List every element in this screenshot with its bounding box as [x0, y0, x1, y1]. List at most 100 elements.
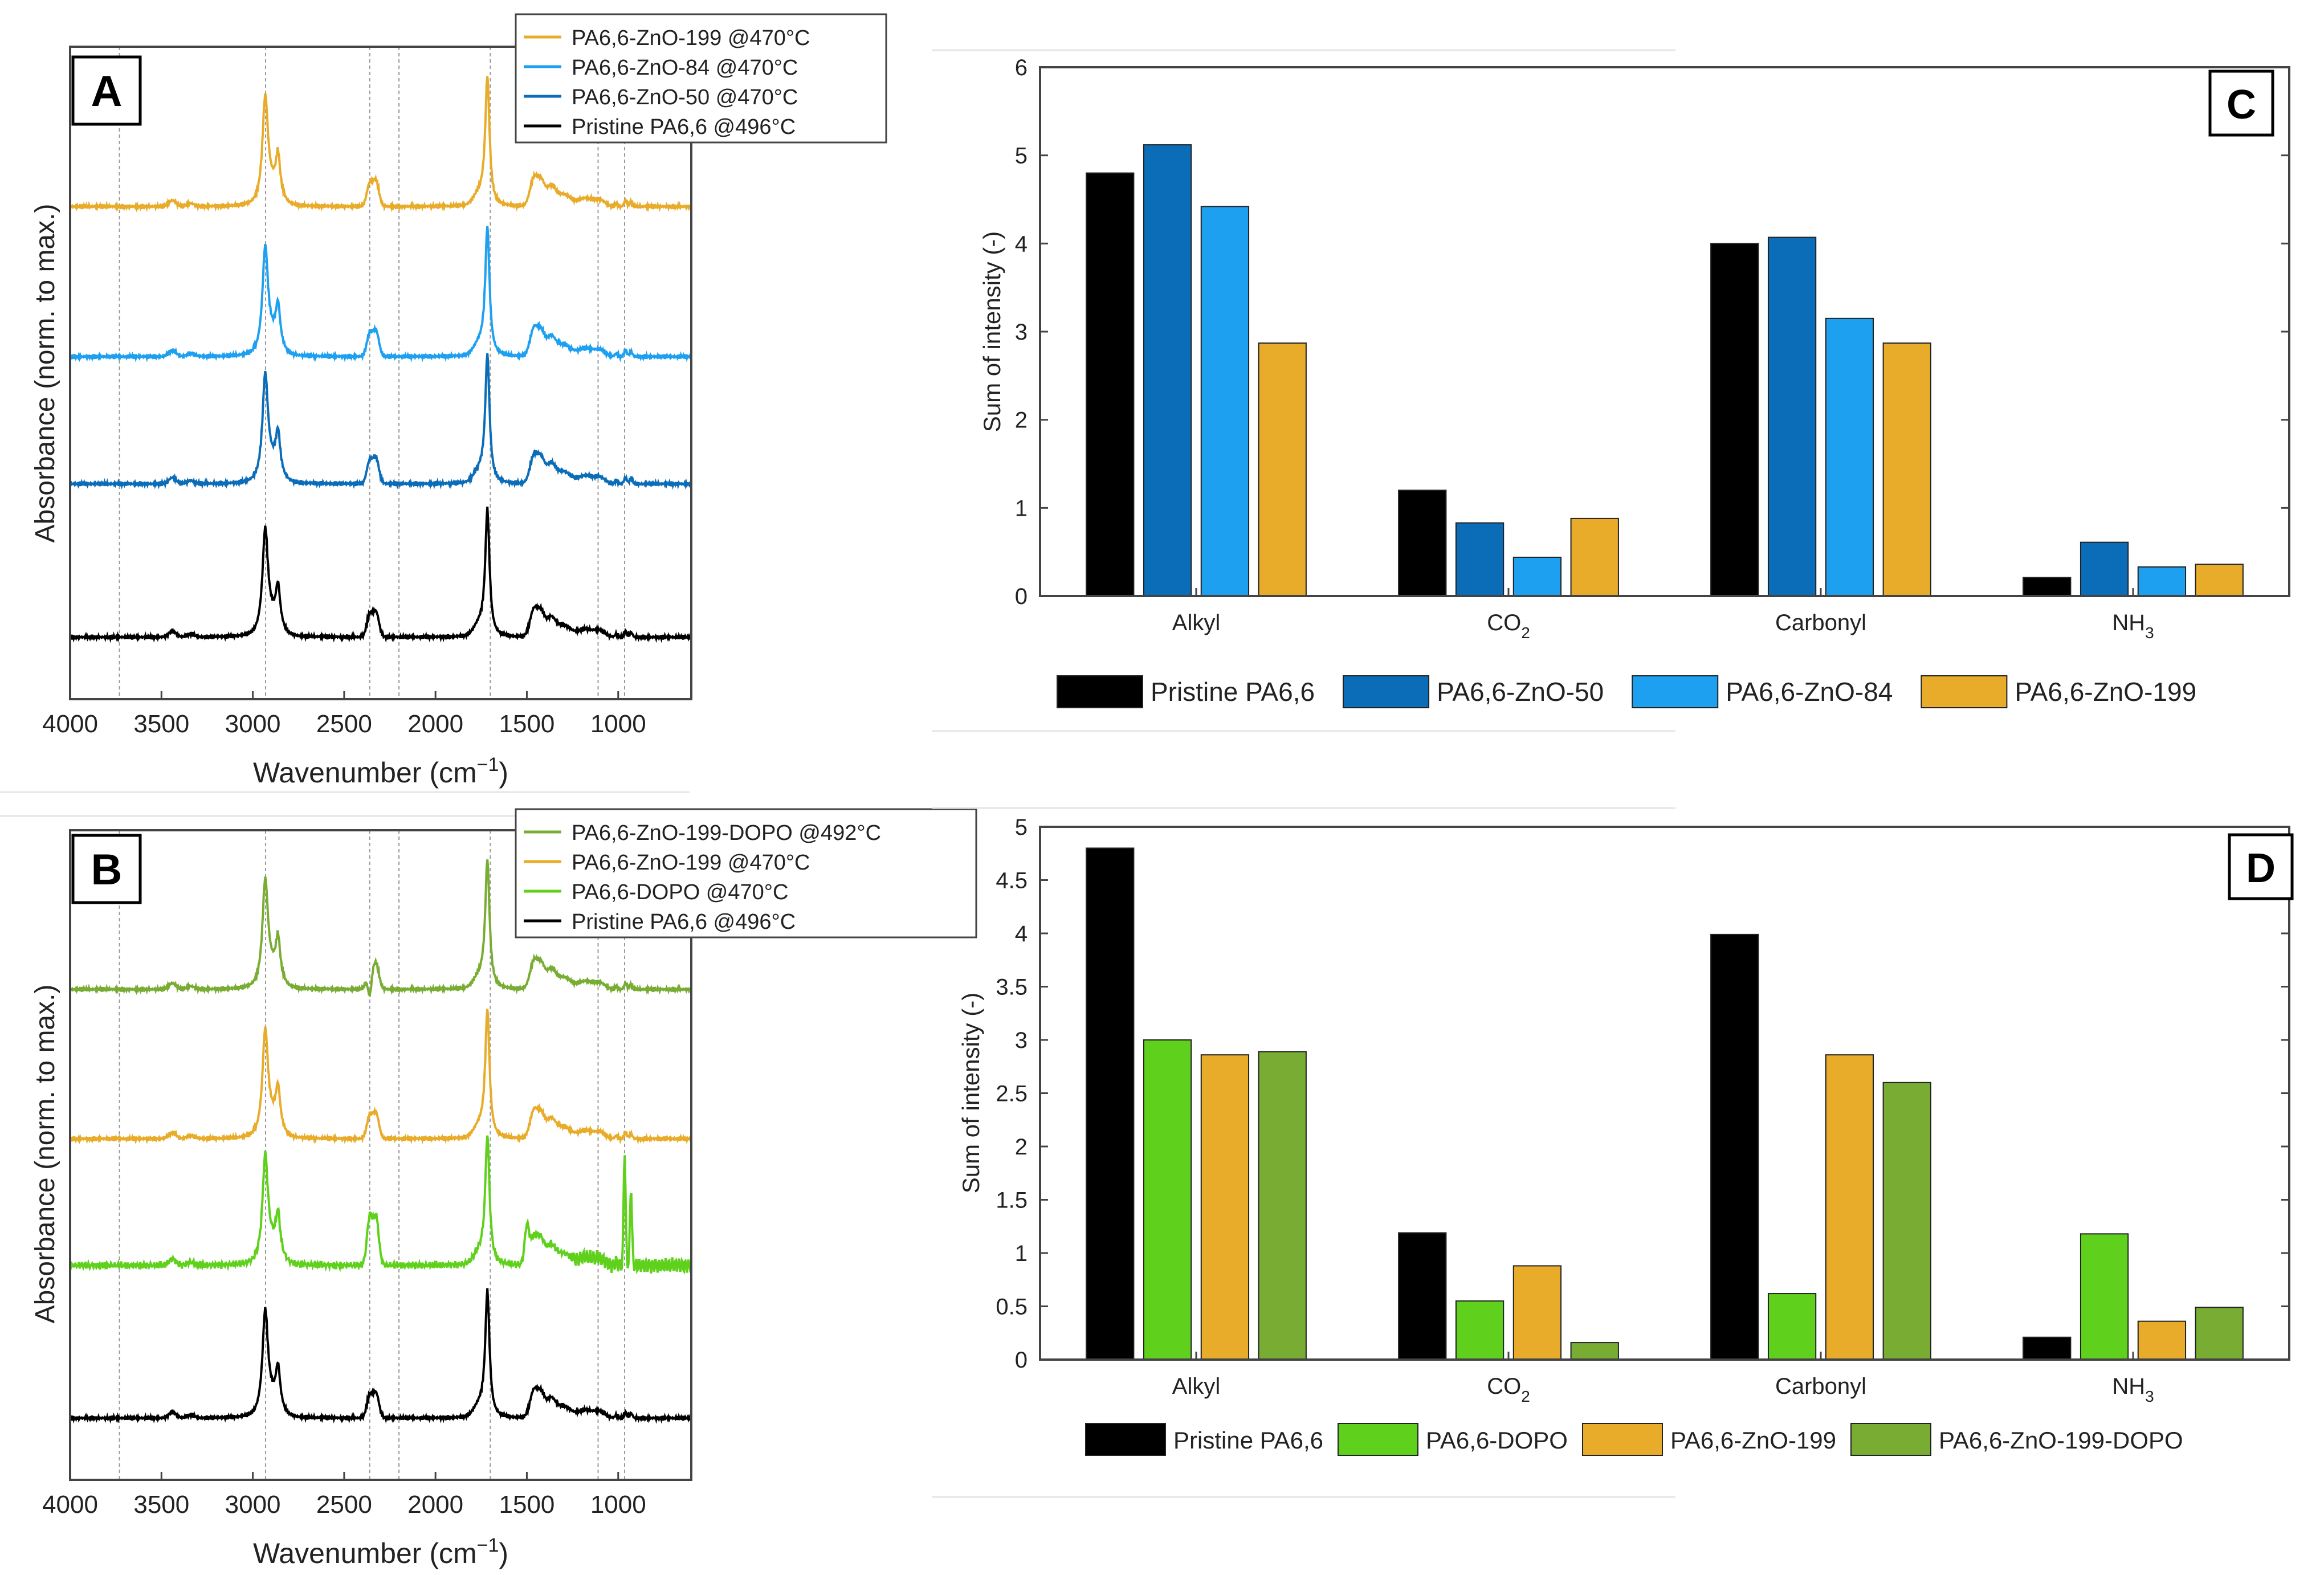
x-tick-label: 2500 — [316, 1491, 372, 1519]
bar — [2195, 564, 2244, 597]
panel-d-bars — [1086, 847, 2244, 1361]
spectrum-line — [69, 353, 692, 490]
legend-label: PA6,6-ZnO-84 @470°C — [572, 56, 798, 80]
bar — [2023, 577, 2072, 597]
spectrum-line — [69, 1288, 692, 1424]
bar — [1200, 1054, 1250, 1361]
bar — [1767, 236, 1817, 597]
bar — [1086, 847, 1135, 1360]
y-tick-label: 0 — [1015, 1348, 1028, 1373]
legend-label: PA6,6-ZnO-199-DOPO — [1939, 1427, 2183, 1454]
y-tick-label: 1 — [1015, 496, 1028, 521]
x-tick-label: 3000 — [225, 1491, 281, 1519]
panel-a-x-ticks: 4000 3500 3000 2500 2000 1500 1000 — [42, 691, 646, 738]
y-tick-label: 0.5 — [996, 1295, 1028, 1320]
bar — [1882, 1082, 1931, 1361]
category-label: NH3 — [2112, 610, 2154, 642]
y-tick-label: 4.5 — [996, 868, 1028, 893]
panel-b-ylabel: Absorbance (norm. to max.) — [30, 985, 60, 1324]
x-tick-label: 1000 — [590, 710, 646, 738]
bar — [1086, 172, 1135, 597]
panel-c-axes-frame — [1039, 66, 2290, 597]
y-tick-label: 5 — [1015, 815, 1028, 840]
y-tick-label: 2 — [1015, 1135, 1028, 1160]
panel-c-ylabel: Sum of intensity (-) — [978, 231, 1005, 432]
panel-d-letter: D — [2246, 846, 2276, 891]
panel-a-axes-frame — [69, 46, 692, 700]
bar — [2080, 1233, 2129, 1361]
bar — [1143, 1039, 1192, 1360]
y-tick-label: 3 — [1015, 1028, 1028, 1053]
y-tick-label: 3 — [1015, 320, 1028, 345]
legend-swatch — [1338, 1423, 1419, 1456]
legend-label: PA6,6-DOPO — [1426, 1427, 1568, 1454]
y-tick-label: 5 — [1015, 144, 1028, 169]
y-tick-label: 6 — [1015, 55, 1028, 80]
panel-b-letter-box — [71, 834, 142, 904]
category-label: Alkyl — [1172, 610, 1220, 635]
panel-a-spectra: 4000 3500 3000 2500 2000 1500 1000 Wavenumber … — [0, 13, 887, 793]
panel-a-plot-lines — [69, 76, 692, 643]
bar — [1258, 342, 1307, 597]
spectrum-line — [69, 1135, 692, 1275]
y-tick-label: 1 — [1015, 1241, 1028, 1266]
legend-label: Pristine PA6,6 @496°C — [572, 115, 796, 139]
panel-b-axes-frame — [69, 829, 692, 1481]
panel-a-xlabel: Wavenumber (cm−1) — [253, 754, 508, 789]
spectrum-line — [69, 76, 692, 213]
bar — [2195, 1307, 2244, 1361]
legend-label: Pristine PA6,6 @496°C — [572, 910, 796, 934]
x-tick-label: 1500 — [499, 710, 555, 738]
bar — [2080, 541, 2129, 597]
x-tick-label: 2500 — [316, 710, 372, 738]
x-tick-label: 4000 — [42, 710, 98, 738]
bar — [1512, 556, 1562, 597]
category-label: Carbonyl — [1775, 610, 1866, 635]
legend-swatch — [1343, 675, 1430, 708]
bar — [1710, 243, 1759, 597]
panel-d-category-labels: Alkyl CO2 Carbonyl NH3 — [1172, 1352, 2154, 1405]
bar — [1398, 489, 1447, 597]
x-tick-label: 1500 — [499, 1491, 555, 1519]
legend-label: PA6,6-DOPO @470°C — [572, 880, 788, 904]
y-tick-label: 2 — [1015, 408, 1028, 433]
panel-d-y-ticks: 0 0.5 1 1.5 2 2.5 3 3.5 4 4.5 5 — [996, 815, 2289, 1373]
legend-label: PA6,6-ZnO-199 @470°C — [572, 26, 810, 50]
panel-c-category-labels: Alkyl CO2 Carbonyl NH3 — [1172, 588, 2154, 642]
category-label: CO2 — [1487, 1374, 1530, 1405]
panel-d-bar-chart: 0 0.5 1 1.5 2 2.5 3 3.5 4 4.5 5 Alkyl CO2 Carbonyl NH… — [932, 807, 2294, 1498]
spectrum-line — [69, 1009, 692, 1145]
y-tick-label: 0 — [1015, 584, 1028, 609]
panel-c-legend: Pristine PA6,6 PA6,6-ZnO-50 PA6,6-ZnO-84 PA… — [1057, 675, 2196, 708]
panel-a-letter: A — [91, 67, 123, 116]
spectrum-line — [69, 226, 692, 363]
bar — [1710, 933, 1759, 1360]
panel-a-ylabel: Absorbance (norm. to max.) — [30, 204, 60, 543]
bar — [1767, 1293, 1817, 1361]
y-tick-label: 4 — [1015, 231, 1028, 256]
x-tick-label: 3500 — [133, 710, 189, 738]
x-tick-label: 3500 — [133, 1491, 189, 1519]
legend-swatch — [1581, 1423, 1663, 1456]
category-label: NH3 — [2112, 1374, 2154, 1405]
bar — [1200, 206, 1250, 597]
x-tick-label: 2000 — [407, 710, 463, 738]
legend-swatch — [1057, 675, 1143, 708]
legend-swatch — [1850, 1423, 1932, 1456]
x-tick-label: 3000 — [225, 710, 281, 738]
panel-b-legend: PA6,6-ZnO-199-DOPO @492°C PA6,6-ZnO-199 @… — [515, 808, 977, 939]
bar — [1512, 1265, 1562, 1360]
panel-b-xlabel: Wavenumber (cm−1) — [253, 1535, 508, 1569]
bar — [1570, 517, 1619, 597]
panel-c-letter-box — [2208, 70, 2274, 137]
panel-a-legend: PA6,6-ZnO-199 @470°C PA6,6-ZnO-84 @470°C P… — [515, 13, 887, 144]
panel-a-letter-box — [71, 55, 142, 126]
panel-c-bars — [1086, 144, 2244, 597]
category-label: CO2 — [1487, 610, 1530, 642]
y-tick-label: 2.5 — [996, 1082, 1028, 1107]
category-label: Alkyl — [1172, 1374, 1220, 1399]
x-tick-label: 1000 — [590, 1491, 646, 1519]
legend-label: PA6,6-ZnO-50 — [1437, 677, 1604, 707]
y-tick-label: 3.5 — [996, 975, 1028, 1000]
